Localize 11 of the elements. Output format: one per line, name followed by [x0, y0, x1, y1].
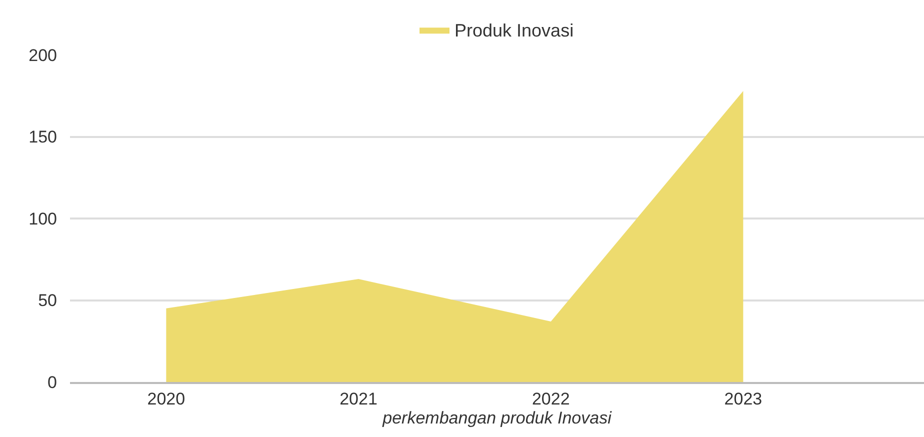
x-tick-label: 2021 [340, 389, 378, 408]
y-tick-label: 50 [38, 291, 57, 310]
y-tick-label: 0 [48, 372, 57, 392]
legend-label: Produk Inovasi [454, 20, 574, 41]
y-tick-label: 150 [28, 128, 57, 147]
x-tick-label: 2022 [532, 389, 570, 408]
x-tick-label: 2023 [724, 389, 762, 408]
y-tick-label: 100 [28, 209, 57, 228]
x-axis-title: perkembangan produk Inovasi [382, 408, 613, 428]
x-tick-label: 2020 [147, 389, 186, 408]
y-tick-label: 200 [28, 46, 57, 65]
